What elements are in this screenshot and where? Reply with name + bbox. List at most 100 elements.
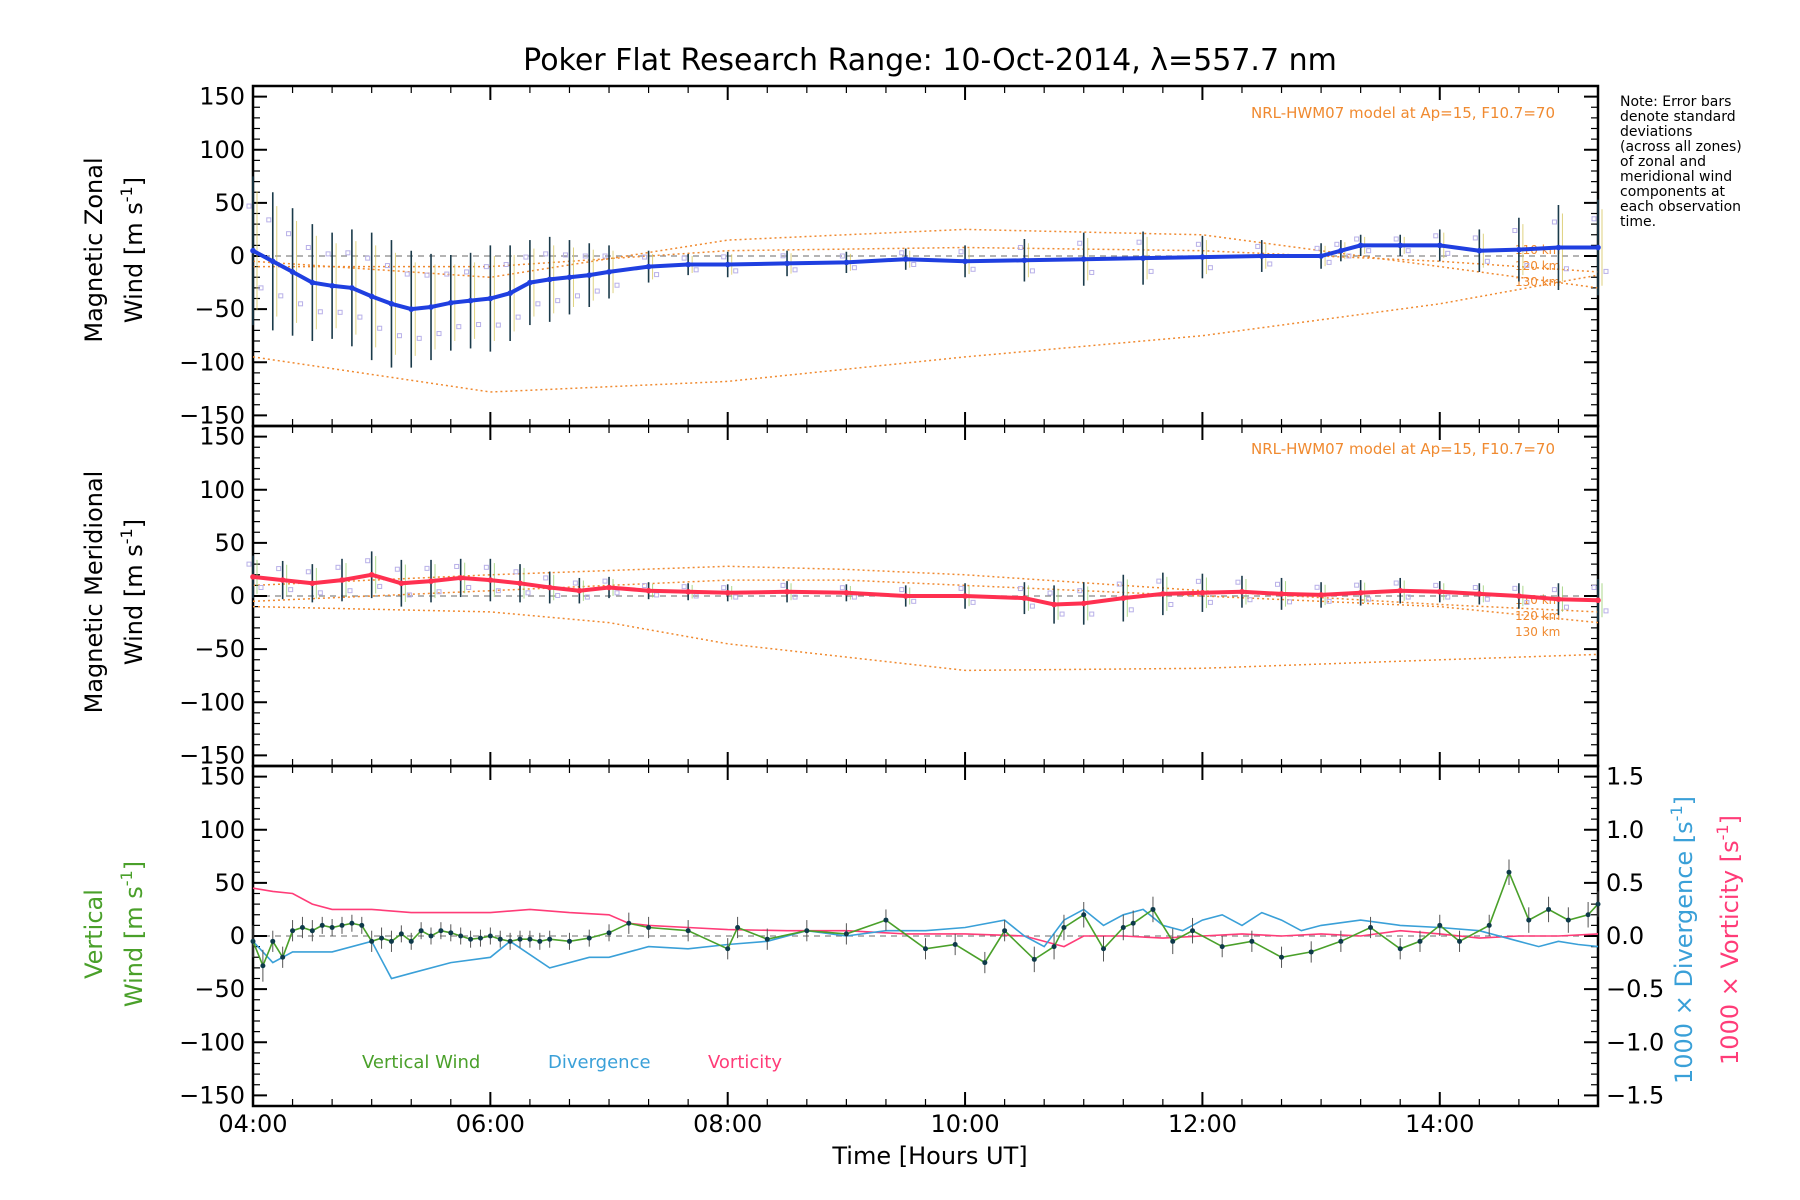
data-point — [1130, 920, 1136, 926]
data-point — [438, 928, 444, 934]
legend-vertical-wind: Vertical Wind — [362, 1052, 480, 1073]
zone-marker — [1484, 596, 1490, 602]
zone-marker — [1207, 265, 1213, 271]
zone-marker — [780, 582, 786, 588]
note-line: each observation — [1620, 199, 1741, 215]
zone-marker — [483, 564, 489, 570]
data-point — [843, 931, 849, 937]
data-point — [517, 936, 523, 942]
zone-marker — [911, 262, 917, 267]
data-point — [1170, 938, 1176, 944]
data-point — [606, 269, 612, 275]
data-point — [1318, 592, 1324, 598]
zone-marker — [1551, 219, 1557, 225]
zone-marker — [555, 298, 561, 304]
zone-marker — [515, 314, 521, 320]
data-point — [250, 247, 256, 254]
zone-marker — [436, 331, 442, 337]
zone-marker — [1077, 240, 1083, 246]
data-point — [507, 938, 513, 944]
zone-marker — [258, 585, 264, 590]
data-point — [1555, 244, 1562, 251]
data-point — [1338, 247, 1344, 254]
y-tick-label: 150 — [199, 83, 245, 111]
data-point — [1516, 593, 1522, 599]
data-point — [1279, 954, 1285, 960]
data-point — [309, 580, 316, 587]
y-tick-label: −150 — [179, 1081, 245, 1109]
zone-marker — [416, 335, 422, 341]
zone-marker — [582, 253, 588, 259]
zone-marker — [424, 272, 430, 278]
panel-meridional-model-label: NRL-HWM07 model at Ap=15, F10.7=70 — [1251, 440, 1555, 458]
data-point — [408, 938, 414, 944]
zone-marker — [424, 565, 430, 571]
note-line: components at — [1620, 184, 1726, 200]
zone-marker — [286, 231, 292, 237]
y-tick-label: −150 — [179, 741, 245, 769]
y2-tick-label: 1.0 — [1606, 816, 1644, 844]
zone-marker — [693, 267, 699, 273]
model-curve — [252, 228, 1599, 289]
data-point — [388, 301, 395, 307]
data-point — [369, 938, 375, 944]
zone-marker — [572, 580, 578, 586]
data-point — [1101, 946, 1107, 952]
x-tick-label: 14:00 — [1405, 1110, 1474, 1138]
zone-marker — [258, 285, 264, 291]
data-point — [487, 933, 493, 939]
data-point — [982, 960, 988, 966]
data-point — [398, 580, 405, 587]
zone-marker — [721, 585, 727, 591]
zone-marker — [1029, 603, 1035, 609]
zone-marker — [792, 594, 798, 600]
data-point — [1476, 247, 1483, 254]
zone-marker — [317, 309, 323, 315]
zone-marker — [1017, 245, 1023, 250]
data-point — [537, 938, 543, 944]
data-point — [685, 928, 691, 934]
data-point — [339, 922, 345, 928]
data-point — [724, 590, 731, 596]
data-point — [250, 938, 256, 944]
y-tick-label: 0 — [230, 922, 245, 950]
data-point — [606, 930, 612, 936]
data-point — [477, 935, 483, 941]
y2-tick-label: 0.5 — [1606, 869, 1644, 897]
data-point — [457, 575, 464, 581]
model-curve — [252, 274, 1599, 393]
data-point — [952, 942, 958, 947]
zone-marker — [495, 322, 501, 328]
data-point — [1031, 956, 1037, 962]
zone-marker — [335, 564, 341, 570]
x-tick-label: 12:00 — [1168, 1110, 1237, 1138]
data-point — [764, 936, 770, 942]
zone-marker — [1334, 241, 1340, 247]
zone-marker — [365, 255, 371, 261]
zone-marker — [1551, 587, 1557, 593]
zone-marker — [1029, 268, 1035, 274]
data-point — [1219, 944, 1225, 950]
y-tick-label: −100 — [179, 1028, 245, 1056]
y-tick-label: 0 — [230, 242, 245, 270]
zone-marker — [1472, 585, 1478, 590]
data-point — [1080, 600, 1087, 607]
data-point — [645, 587, 652, 594]
zone-marker — [733, 594, 739, 600]
zone-marker — [1247, 597, 1253, 603]
data-point — [843, 259, 850, 266]
zone-marker — [317, 590, 323, 596]
data-point — [1120, 925, 1126, 930]
zone-marker — [899, 250, 905, 256]
zone-marker — [1512, 228, 1518, 233]
zone-marker — [1195, 578, 1201, 584]
zone-marker — [1484, 258, 1490, 264]
data-point — [280, 954, 286, 960]
data-point — [646, 925, 652, 930]
zone-marker — [851, 265, 857, 271]
data-point — [546, 584, 553, 591]
data-point — [546, 276, 553, 283]
data-point — [359, 922, 365, 928]
data-point — [1397, 587, 1404, 594]
